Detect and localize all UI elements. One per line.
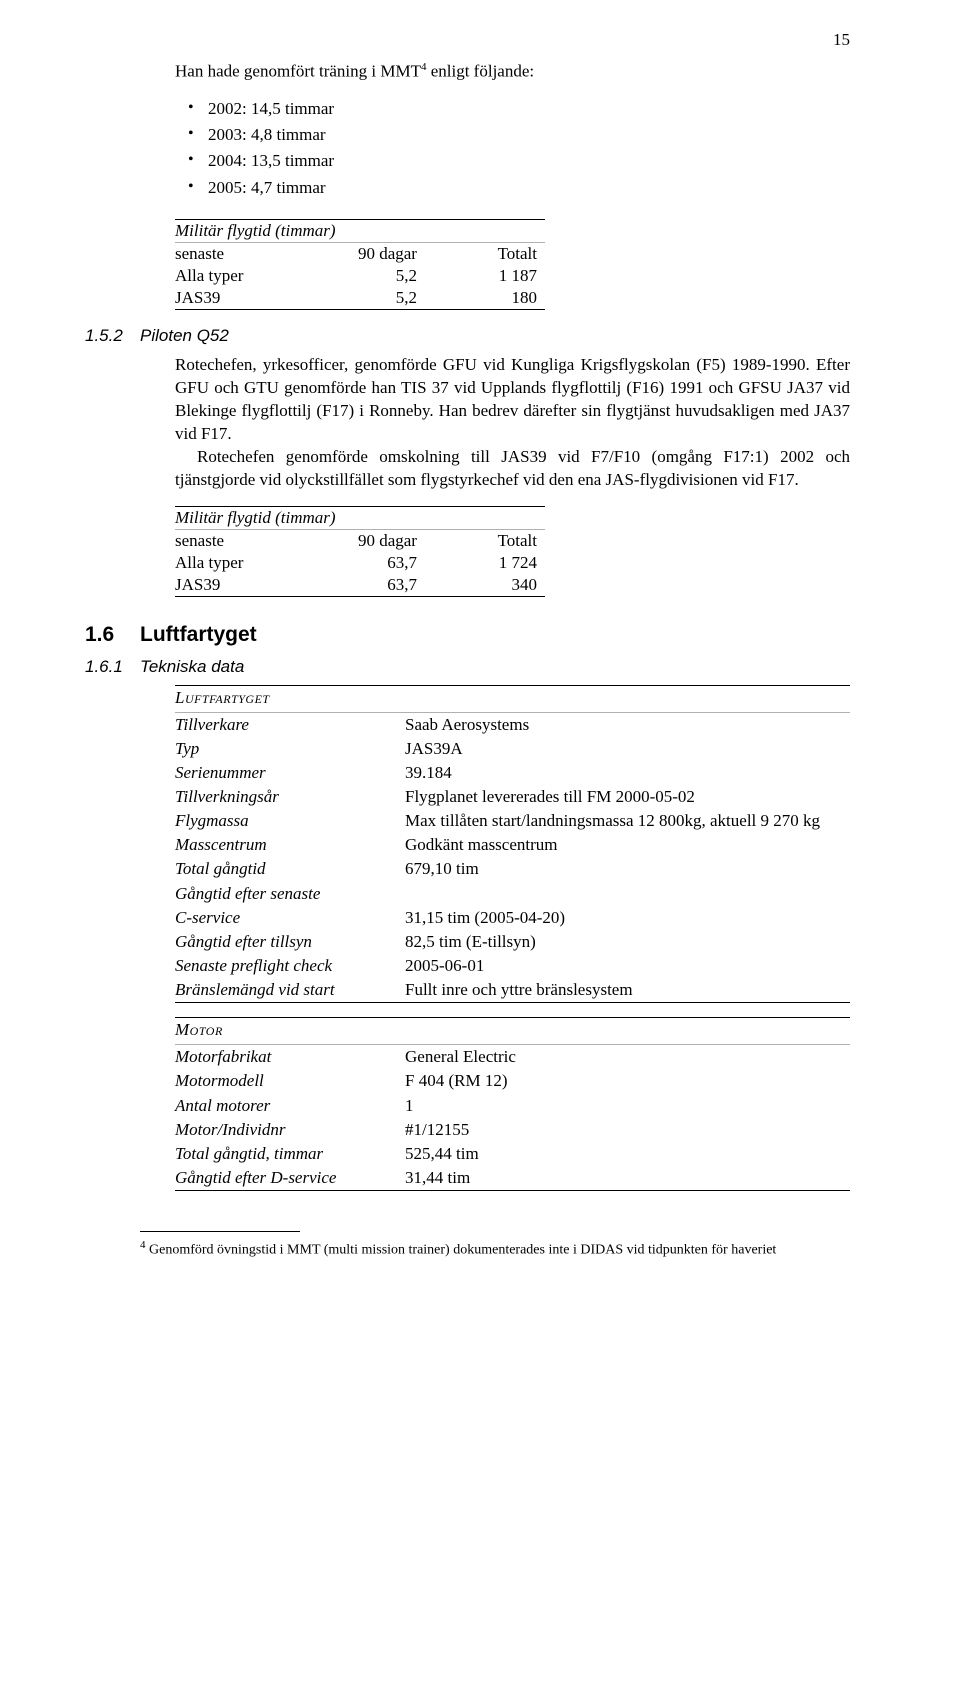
data-label: Serienummer [175,761,405,785]
data-label: Total gångtid, timmar [175,1142,405,1166]
section-number: 1.5.2 [85,326,140,346]
data-value: General Electric [405,1045,850,1069]
table-cell: Alla typer [175,265,288,287]
section-161-heading: 1.6.1 Tekniska data [85,657,850,677]
table-cell: 1 724 [467,552,545,574]
training-hours-list: 2002: 14,5 timmar 2003: 4,8 timmar 2004:… [140,96,850,201]
section-number: 1.6 [85,623,140,647]
aircraft-data-table: Luftfartyget TillverkareSaab Aerosystems… [175,685,850,1004]
data-value: Fullt inre och yttre bränslesystem [405,978,850,1002]
data-label: Motorfabrikat [175,1045,405,1069]
data-value: 679,10 tim [405,857,850,881]
table-cell: JAS39 [175,574,288,597]
table-header: Totalt [467,529,545,552]
footnote-separator [140,1231,300,1232]
section-title: Tekniska data [140,657,244,677]
data-label: Senaste preflight check [175,954,405,978]
paragraph: Rotechefen, yrkesofficer, genomförde GFU… [140,354,850,446]
data-label: Antal motorer [175,1094,405,1118]
data-label: Masscentrum [175,833,405,857]
list-item: 2002: 14,5 timmar [208,96,850,122]
list-item: 2005: 4,7 timmar [208,175,850,201]
motor-data-table: Motor MotorfabrikatGeneral Electric Moto… [175,1017,850,1191]
footnote-text: Genomförd övningstid i MMT (multi missio… [146,1243,777,1258]
data-label: Typ [175,737,405,761]
intro-paragraph: Han hade genomfört träning i MMT4 enligt… [140,60,850,84]
intro-rest: enligt följande: [426,62,534,81]
data-value: 31,44 tim [405,1166,850,1190]
data-label: Tillverkningsår [175,785,405,809]
table-header: Luftfartyget [175,685,850,713]
table-cell: 340 [467,574,545,597]
table-header: 90 dagar [288,242,467,265]
section-title: Luftfartyget [140,623,257,647]
data-label: Tillverkare [175,713,405,737]
paragraph: Rotechefen genomförde omskolning till JA… [140,446,850,492]
table-cell: 63,7 [288,574,467,597]
page-number: 15 [833,30,850,50]
table-cell: Alla typer [175,552,288,574]
data-value: 31,15 tim (2005-04-20) [405,906,850,930]
table-cell: 5,2 [288,287,467,310]
section-152-heading: 1.5.2 Piloten Q52 [85,326,850,346]
data-label: Bränslemängd vid start [175,978,405,1002]
paragraph-text: Rotechefen genomförde omskolning till JA… [175,447,850,489]
section-title: Piloten Q52 [140,326,229,346]
section-number: 1.6.1 [85,657,140,677]
list-item: 2003: 4,8 timmar [208,122,850,148]
data-value: 2005-06-01 [405,954,850,978]
table-footer-rule [175,1002,850,1003]
data-value: Godkänt masscentrum [405,833,850,857]
list-item: 2004: 13,5 timmar [208,148,850,174]
intro-text: Han hade genomfört träning i MMT [175,62,421,81]
data-value: 525,44 tim [405,1142,850,1166]
data-label: C-service [175,906,405,930]
data-label: Gångtid efter D-service [175,1166,405,1190]
table-cell: JAS39 [175,287,288,310]
table-title: Militär flygtid (timmar) [175,506,545,529]
table-header: Motor [175,1017,850,1045]
data-value: #1/12155 [405,1118,850,1142]
table-footer-rule [175,1190,850,1191]
section-16-heading: 1.6 Luftfartyget [85,623,850,647]
data-label: Motor/Individnr [175,1118,405,1142]
data-label: Total gångtid [175,857,405,881]
data-value: Max tillåten start/landningsmassa 12 800… [405,809,850,833]
data-value: 39.184 [405,761,850,785]
table-header: senaste [175,242,288,265]
table-header: Totalt [467,242,545,265]
data-label: Flygmassa [175,809,405,833]
data-label: Gångtid efter senaste [175,882,405,906]
table-header: 90 dagar [288,529,467,552]
table-cell: 5,2 [288,265,467,287]
table-cell: 63,7 [288,552,467,574]
flight-time-table-1: Militär flygtid (timmar) senaste 90 daga… [175,219,545,310]
data-label: Motormodell [175,1069,405,1093]
flight-time-table-2: Militär flygtid (timmar) senaste 90 daga… [175,506,545,597]
data-value [405,882,850,906]
data-value: 1 [405,1094,850,1118]
data-value: JAS39A [405,737,850,761]
data-value: Flygplanet levererades till FM 2000-05-0… [405,785,850,809]
table-cell: 1 187 [467,265,545,287]
table-title: Militär flygtid (timmar) [175,219,545,242]
data-value: 82,5 tim (E-tillsyn) [405,930,850,954]
footnote-4: 4 Genomförd övningstid i MMT (multi miss… [140,1238,850,1261]
data-value: F 404 (RM 12) [405,1069,850,1093]
table-cell: 180 [467,287,545,310]
table-header: senaste [175,529,288,552]
data-value: Saab Aerosystems [405,713,850,737]
paragraph-text: Rotechefen, yrkesofficer, genomförde GFU… [175,355,850,443]
data-label: Gångtid efter tillsyn [175,930,405,954]
